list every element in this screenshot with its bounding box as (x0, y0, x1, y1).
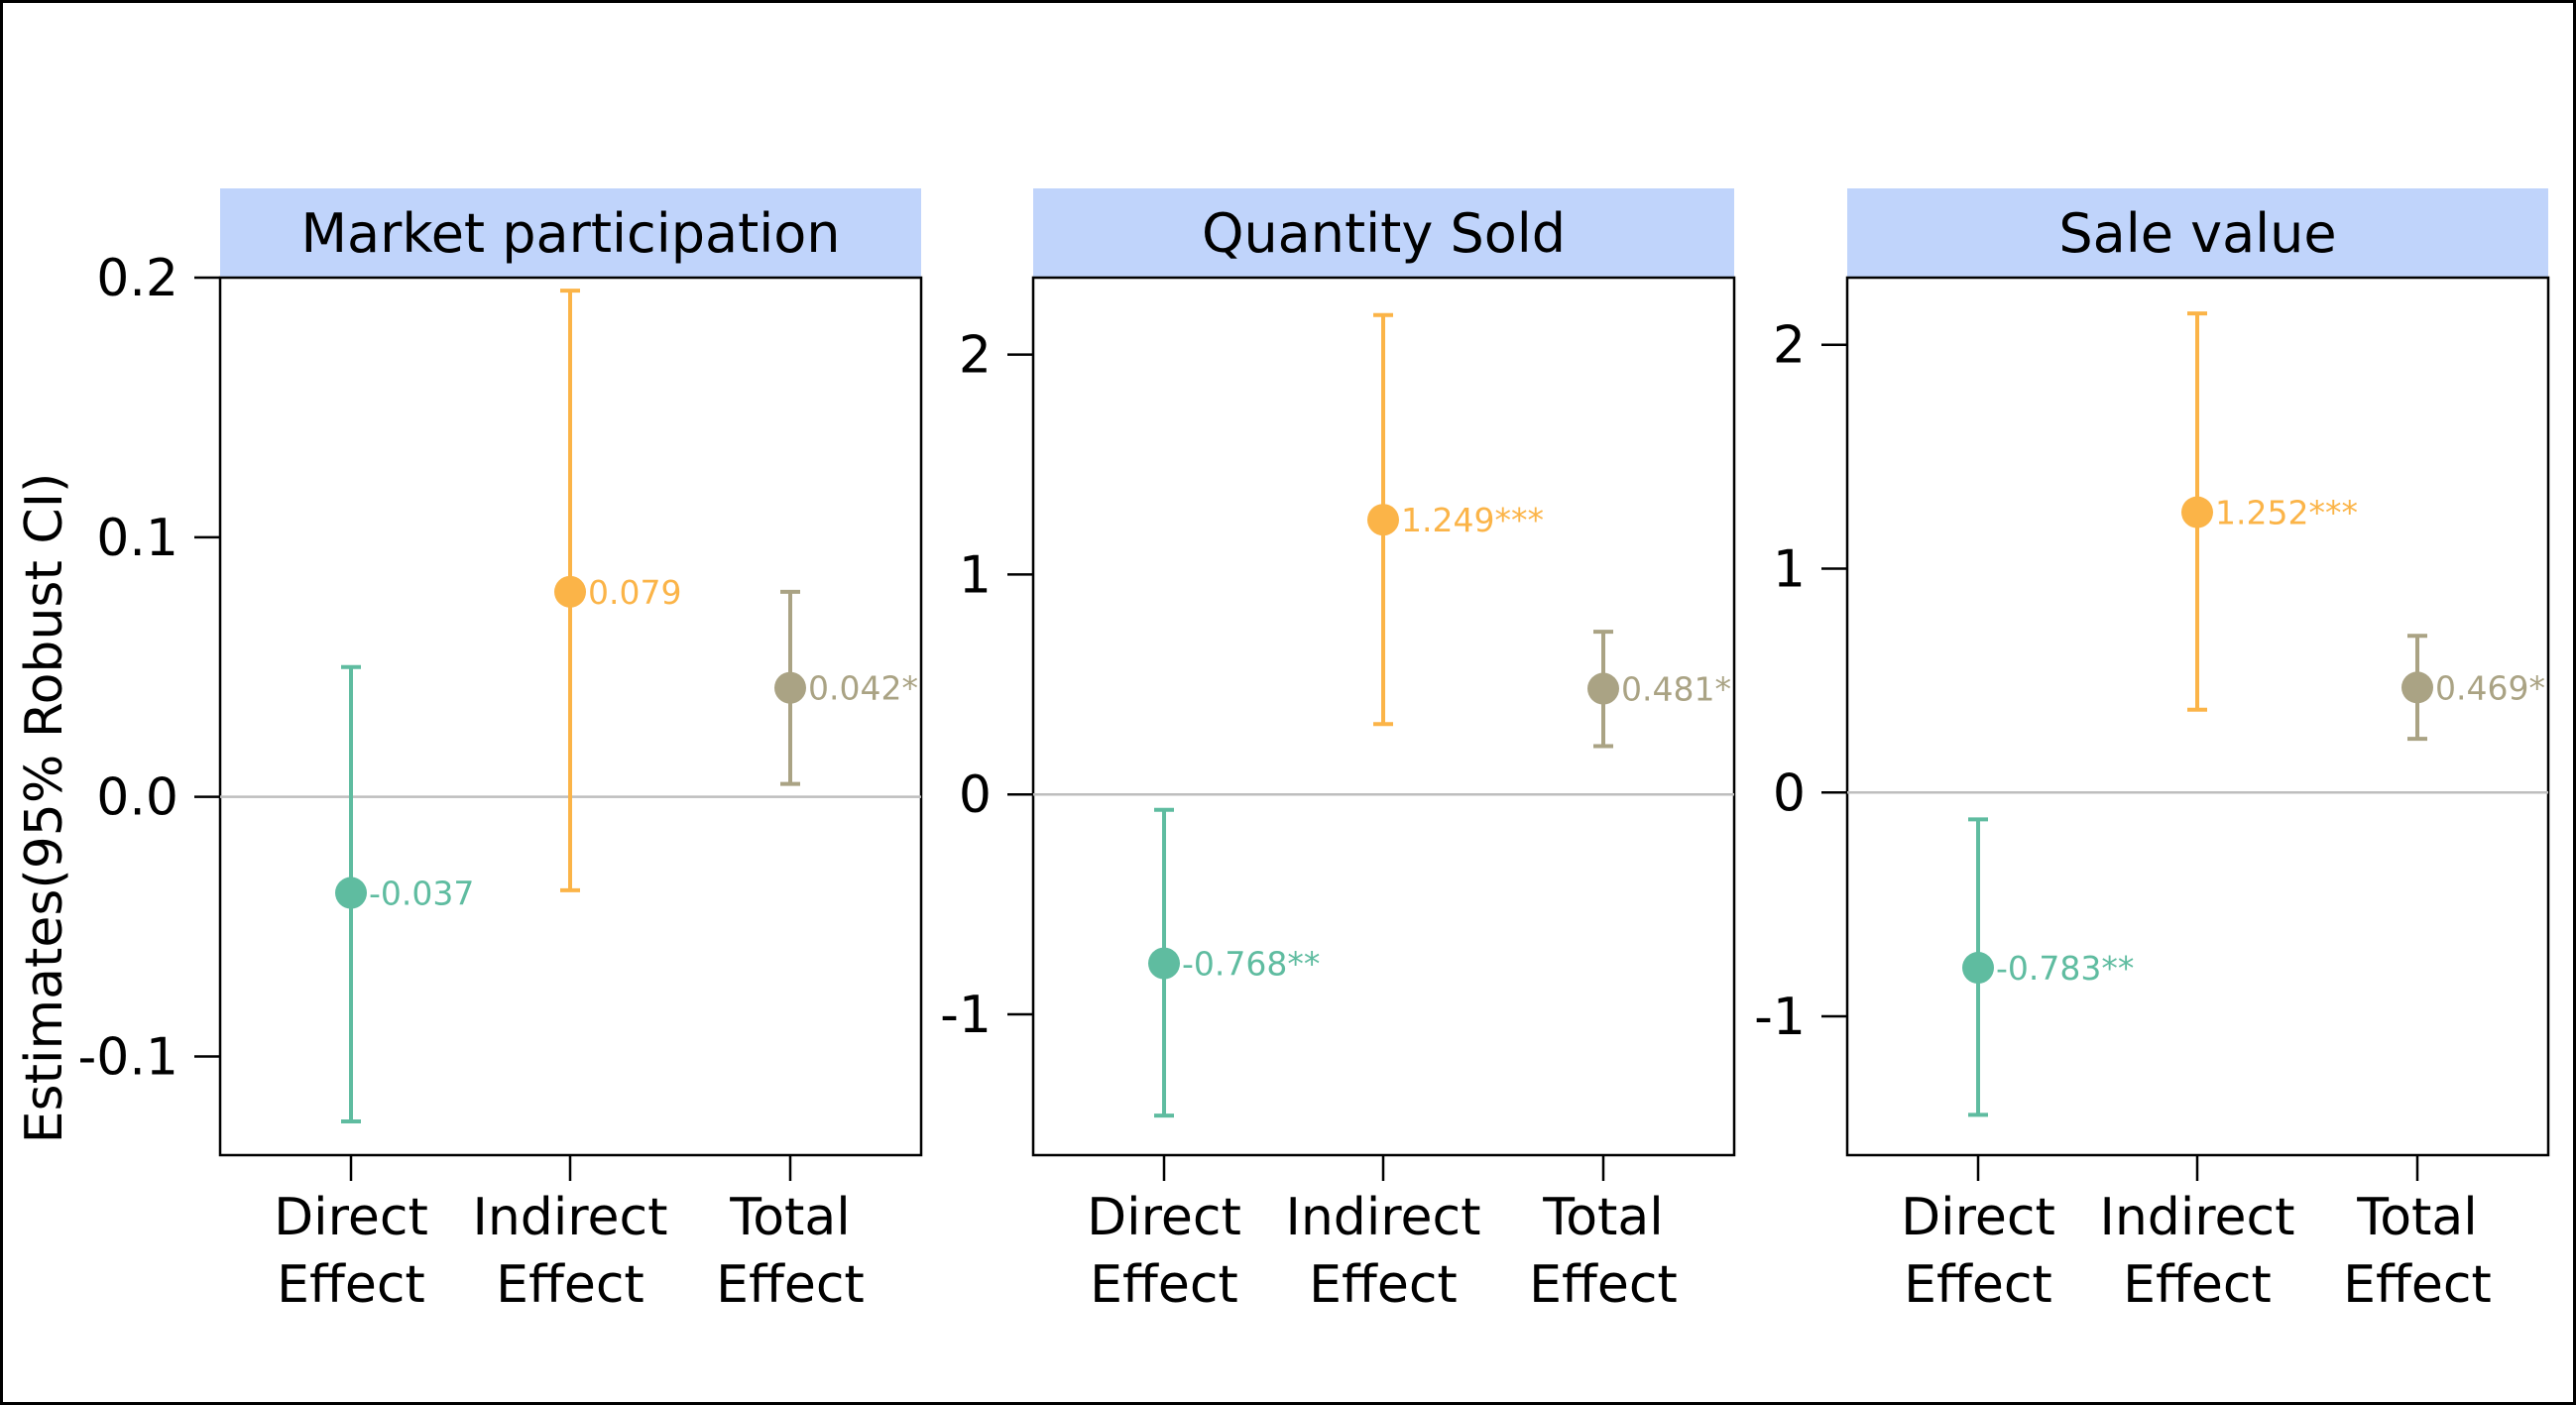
point-sale-value-direct-effect (1962, 952, 1994, 985)
data-label-sale-value-total-effect: 0.469* (2435, 668, 2545, 707)
x-tick-label-quantity-sold-indirect-effect: Indirect Effect (1286, 1188, 1481, 1315)
panel-sale-value: Sale value -1 0 1 2 Direct Effect Indirect Effec… (1754, 188, 2550, 1315)
panel-title-sale-value: Sale value (2058, 202, 2336, 265)
x-tick-label-sale-value-total-effect: Total Effect (2343, 1188, 2492, 1315)
data-label-quantity-sold-direct-effect: -0.768** (1182, 945, 1320, 984)
y-tick-label-quantity-sold-2: 1 (959, 545, 992, 605)
panel-strip-sale-value (1847, 188, 2548, 278)
data-label-quantity-sold-total-effect: 0.481* (1621, 670, 1731, 709)
x-tick-label-quantity-sold-direct-effect: Direct Effect (1087, 1188, 1241, 1315)
data-label-market-participation-indirect-effect: 0.079 (588, 573, 681, 612)
panel-title-quantity-sold: Quantity Sold (1202, 202, 1566, 265)
point-market-participation-direct-effect (335, 877, 367, 909)
data-label-market-participation-total-effect: 0.042* (808, 669, 918, 708)
x-tick-label-quantity-sold-total-effect: Total Effect (1529, 1188, 1678, 1315)
y-tick-label-quantity-sold-1: 0 (959, 765, 992, 825)
point-market-participation-indirect-effect (554, 575, 586, 608)
point-quantity-sold-indirect-effect (1367, 504, 1399, 536)
y-axis-label: Estimates(95% Robust CI) (15, 473, 74, 1144)
point-quantity-sold-total-effect (1587, 672, 1619, 705)
y-tick-label-market-participation-3: 0.2 (96, 249, 178, 308)
y-tick-label-market-participation-2: 0.1 (96, 509, 178, 568)
point-market-participation-total-effect (774, 671, 806, 704)
panel-market-participation: Market participation -0.1 0.0 0.1 0.2 Direct E… (78, 188, 923, 1315)
x-tick-label-sale-value-indirect-effect: Indirect Effect (2100, 1188, 2295, 1315)
panel-strip-market-participation (220, 188, 921, 278)
data-label-sale-value-indirect-effect: 1.252*** (2215, 494, 2358, 532)
x-tick-label-sale-value-direct-effect: Direct Effect (1901, 1188, 2055, 1315)
y-tick-label-quantity-sold-3: 2 (959, 326, 992, 386)
point-sale-value-total-effect (2401, 671, 2433, 704)
x-tick-label-market-participation-indirect-effect: Indirect Effect (473, 1188, 668, 1315)
y-tick-label-market-participation-1: 0.0 (96, 768, 178, 828)
y-tick-label-sale-value-3: 2 (1773, 316, 1806, 376)
y-tick-label-sale-value-0: -1 (1754, 988, 1806, 1047)
data-label-sale-value-direct-effect: -0.783** (1996, 949, 2134, 988)
y-tick-label-quantity-sold-0: -1 (940, 986, 992, 1045)
data-label-quantity-sold-indirect-effect: 1.249*** (1401, 501, 1544, 539)
x-tick-label-market-participation-direct-effect: Direct Effect (274, 1188, 428, 1315)
panel-title-market-participation: Market participation (300, 202, 840, 265)
x-tick-label-market-participation-total-effect: Total Effect (716, 1188, 865, 1315)
y-tick-label-sale-value-1: 0 (1773, 763, 1806, 823)
point-sale-value-indirect-effect (2181, 496, 2213, 528)
y-tick-label-sale-value-2: 1 (1773, 539, 1806, 599)
data-label-market-participation-direct-effect: -0.037 (369, 875, 474, 913)
point-quantity-sold-direct-effect (1148, 947, 1180, 980)
panels: Market participation -0.1 0.0 0.1 0.2 Direct E… (78, 188, 2550, 1315)
panel-quantity-sold: Quantity Sold -1 0 1 2 Direct Effect Indirect Ef… (940, 188, 1736, 1315)
panel-strip-quantity-sold (1033, 188, 1734, 278)
y-tick-label-market-participation-0: -0.1 (78, 1028, 178, 1088)
